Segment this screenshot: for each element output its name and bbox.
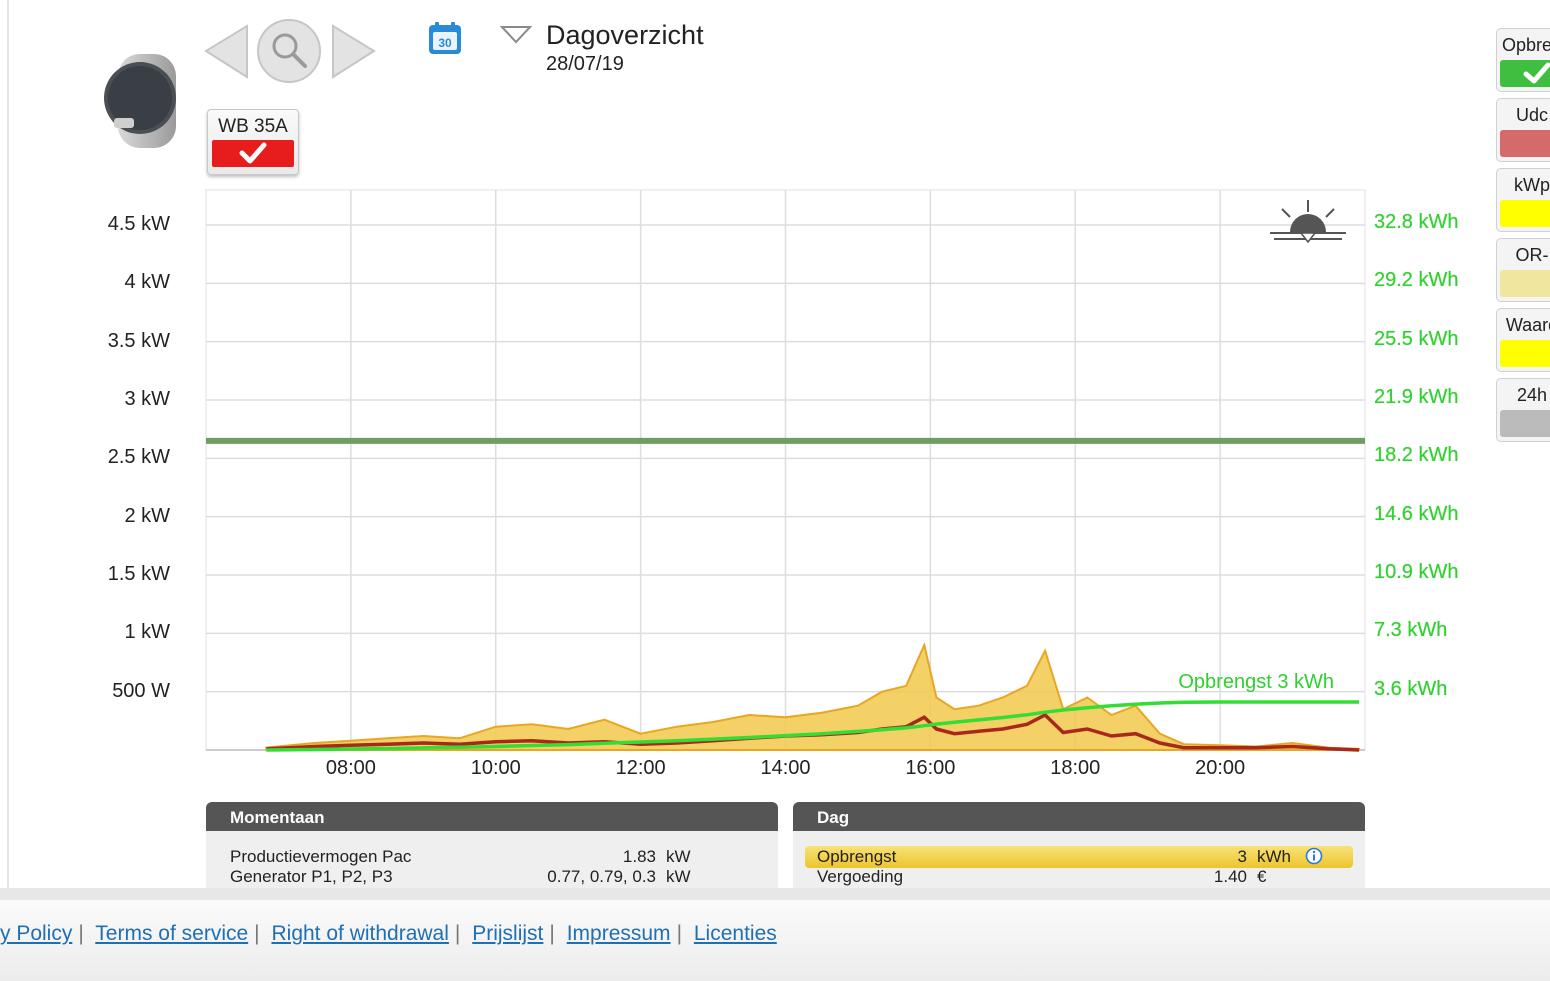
legend-toggle[interactable]: Opbren bbox=[1496, 28, 1550, 92]
check-icon bbox=[1523, 62, 1550, 84]
footer bbox=[0, 900, 1550, 981]
x-tick-label: 20:00 bbox=[1195, 757, 1246, 779]
legend-label: kWp bbox=[1514, 175, 1550, 195]
prijslijst-link[interactable]: Prijslijst bbox=[472, 922, 544, 945]
x-tick-label: 10:00 bbox=[470, 757, 521, 779]
footer-links: y Policy | Terms of service | Right of wit… bbox=[0, 922, 777, 945]
right-of-withdrawal-link[interactable]: Right of withdrawal bbox=[271, 922, 449, 945]
y2-tick-label: 25.5 kWh bbox=[1374, 327, 1459, 350]
calendar-day: 30 bbox=[438, 36, 452, 50]
x-tick-label: 18:00 bbox=[1050, 757, 1101, 779]
legend-swatch bbox=[1500, 270, 1550, 297]
generator-label: Generator P1, P2, P3 bbox=[230, 867, 393, 886]
check-icon bbox=[239, 142, 267, 164]
dag-title: Dag bbox=[793, 802, 1365, 831]
legend-swatch bbox=[1500, 130, 1550, 157]
vergoeding-value: 1.40 bbox=[1213, 867, 1247, 886]
x-tick-label: 08:00 bbox=[325, 757, 376, 779]
y2-tick-label: 3.6 kWh bbox=[1374, 677, 1448, 700]
sun-icon[interactable] bbox=[1268, 198, 1348, 246]
y2-tick-label: 7.3 kWh bbox=[1374, 619, 1448, 642]
left-border bbox=[7, 0, 9, 890]
dag-panel: Dag Opbrengst 3 kWh Vergoeding 1.40 € bbox=[793, 802, 1365, 890]
y-tick-label: 4.5 kW bbox=[107, 213, 170, 235]
pac-value: 1.83 bbox=[622, 847, 656, 866]
x-tick-label: 12:00 bbox=[615, 757, 666, 779]
device-select-button[interactable]: WB 35A bbox=[207, 109, 299, 175]
generator-unit: kW bbox=[666, 867, 691, 886]
y2-tick-label: 32.8 kWh bbox=[1374, 211, 1459, 233]
pac-label: Productievermogen Pac bbox=[230, 847, 412, 866]
legend-toggle[interactable]: 24h bbox=[1496, 378, 1550, 442]
y-tick-label: 500 W bbox=[112, 679, 170, 702]
y-tick-label: 3 kW bbox=[124, 388, 170, 410]
y-tick-label: 4 kW bbox=[124, 271, 170, 294]
legend-label: OR- bbox=[1515, 245, 1549, 265]
y2-tick-label: 29.2 kWh bbox=[1374, 269, 1459, 292]
vergoeding-unit: € bbox=[1257, 867, 1267, 886]
page-date: 28/07/19 bbox=[546, 53, 624, 75]
energy-line bbox=[266, 700, 1359, 752]
power-chart: Opbrengst 3 kWh bbox=[205, 189, 1366, 752]
legend-toggle[interactable]: Udc bbox=[1496, 98, 1550, 162]
legend-swatch bbox=[1500, 410, 1550, 437]
licenties-link[interactable]: Licenties bbox=[693, 922, 777, 945]
legend-label: Opbren bbox=[1501, 35, 1550, 55]
x-tick-label: 16:00 bbox=[905, 757, 956, 779]
y-tick-label: 1 kW bbox=[124, 621, 170, 644]
y2-tick-label: 14.6 kWh bbox=[1374, 502, 1459, 525]
x-tick-label: 14:00 bbox=[760, 757, 811, 779]
info-icon[interactable] bbox=[1305, 847, 1323, 865]
legend-swatch bbox=[1500, 60, 1550, 87]
legend-toggle[interactable]: OR- bbox=[1496, 238, 1550, 302]
impressum-link[interactable]: Impressum bbox=[566, 922, 671, 945]
device-check bbox=[212, 140, 294, 167]
energy-line-label: Opbrengst 3 kWh bbox=[1178, 671, 1334, 693]
opbrengst-unit: kWh bbox=[1257, 847, 1291, 866]
y-tick-label: 2.5 kW bbox=[107, 446, 170, 469]
next-day-button[interactable] bbox=[329, 24, 377, 79]
legend-toggle[interactable]: kWp bbox=[1496, 168, 1550, 232]
y2-tick-label: 18.2 kWh bbox=[1374, 444, 1459, 467]
momentaan-title: Momentaan bbox=[206, 802, 778, 831]
privacy-policy-link[interactable]: y Policy bbox=[0, 922, 73, 945]
calendar-icon[interactable]: 30 bbox=[428, 21, 462, 55]
vergoeding-label: Vergoeding bbox=[817, 867, 904, 886]
opbrengst-value: 3 bbox=[1237, 847, 1247, 866]
momentaan-panel: Momentaan Productievermogen Pac 1.83 kW … bbox=[206, 802, 778, 890]
legend-toggle[interactable]: Waard bbox=[1496, 308, 1550, 372]
legend-label: Waard bbox=[1505, 315, 1550, 335]
terms-of-service-link[interactable]: Terms of service bbox=[95, 922, 249, 945]
y-tick-label: 3.5 kW bbox=[107, 329, 170, 352]
generator-value: 0.77, 0.79, 0.3 bbox=[547, 867, 656, 886]
inverter-device-icon bbox=[104, 54, 176, 148]
device-label: WB 35A bbox=[218, 116, 288, 137]
page-title: Dagoverzicht bbox=[546, 20, 704, 50]
footer-divider bbox=[0, 888, 1550, 900]
prev-day-button[interactable] bbox=[203, 24, 251, 79]
legend-label: Udc bbox=[1515, 105, 1548, 125]
y-tick-label: 1.5 kW bbox=[107, 563, 170, 585]
y2-tick-label: 21.9 kWh bbox=[1374, 386, 1459, 408]
y2-tick-label: 10.9 kWh bbox=[1374, 561, 1459, 583]
legend-label: 24h bbox=[1516, 385, 1548, 405]
zoom-button[interactable] bbox=[256, 18, 322, 84]
power-area bbox=[265, 641, 1361, 751]
legend-swatch bbox=[1500, 200, 1550, 227]
pac-unit: kW bbox=[666, 847, 691, 866]
y-tick-label: 2 kW bbox=[124, 504, 170, 527]
opbrengst-highlight bbox=[805, 846, 1353, 868]
opbrengst-label: Opbrengst bbox=[817, 847, 897, 866]
legend-swatch bbox=[1500, 340, 1550, 367]
view-dropdown-caret-icon[interactable] bbox=[500, 24, 532, 44]
